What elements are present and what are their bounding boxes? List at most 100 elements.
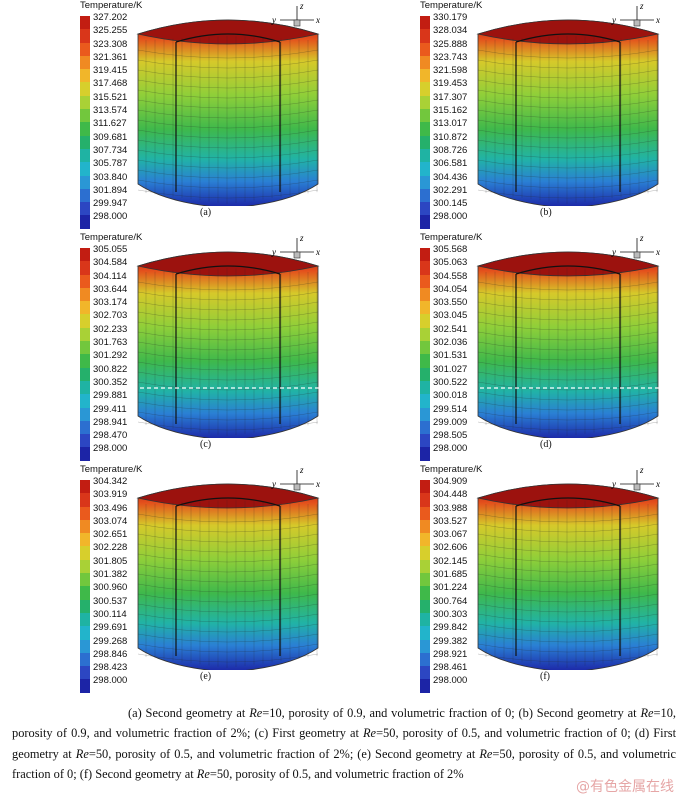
legend-swatch	[80, 188, 90, 203]
axis-z-label: z	[299, 2, 304, 11]
watermark: @有色金属在线	[576, 779, 674, 795]
legend-value: 311.627	[93, 118, 127, 130]
legend-swatch	[420, 327, 430, 342]
legend-swatch	[80, 586, 90, 600]
legend-swatch	[80, 82, 90, 96]
axes-triad-icon: z x y	[271, 2, 320, 27]
legend-swatch	[80, 407, 90, 421]
legend-swatch	[420, 215, 430, 229]
inner-cylinder-edge	[515, 506, 621, 656]
inner-cylinder-edge	[175, 506, 281, 656]
legend-swatch	[420, 367, 430, 381]
legend-swatch	[420, 480, 430, 494]
legend-swatch	[420, 135, 430, 149]
legend-value: 298.423	[93, 662, 128, 674]
legend-swatch	[420, 287, 430, 302]
mesh-lines	[477, 500, 659, 668]
legend-value: 302.228	[93, 542, 128, 554]
legend-swatch	[420, 434, 430, 448]
legend-swatch	[420, 652, 430, 667]
legend-swatch	[80, 162, 90, 176]
legend-swatch	[80, 420, 90, 435]
legend-swatch	[80, 215, 90, 229]
legend-swatch	[80, 612, 90, 627]
legend-value: 305.063	[433, 257, 468, 269]
legend-value: 299.881	[93, 390, 128, 402]
legend-value: 303.045	[433, 310, 468, 322]
legend-swatch	[80, 546, 90, 560]
legend-title: Temperature/K	[80, 232, 143, 243]
legend-swatch	[420, 202, 430, 216]
inner-cylinder-top	[175, 497, 281, 507]
legend-swatch	[420, 42, 430, 56]
legend-value: 304.342	[93, 476, 128, 487]
legend-swatch	[420, 148, 430, 163]
axes-triad-icon: z x y	[271, 234, 320, 259]
legend-value: 313.017	[433, 118, 468, 130]
temperature-contour-model	[476, 251, 664, 438]
legend-value: 305.055	[93, 244, 128, 255]
legend-value: 303.919	[93, 489, 128, 501]
panel-label: (e)	[200, 671, 212, 682]
legend-swatch	[80, 202, 90, 216]
legend-swatch	[420, 55, 430, 70]
mesh-lines	[137, 268, 319, 436]
axis-x-label: x	[315, 15, 320, 25]
figure-caption: (a) Second geometry at Re=10, porosity o…	[12, 703, 676, 785]
legend-colorbar	[420, 248, 430, 461]
caption-italic: Re	[249, 706, 263, 720]
legend-value: 303.496	[93, 502, 128, 514]
legend-swatch	[420, 519, 430, 534]
legend-swatch	[80, 148, 90, 163]
legend-swatch	[80, 95, 90, 110]
legend-swatch	[80, 274, 90, 288]
caption-italic: Re	[640, 706, 654, 720]
legend-value: 299.514	[433, 403, 468, 415]
legend-value: 299.411	[93, 403, 127, 415]
panel-label: (f)	[540, 671, 550, 682]
legend-swatch	[420, 394, 430, 408]
legend-swatch	[420, 639, 430, 653]
legend-swatch	[80, 519, 90, 534]
legend-value: 323.308	[93, 38, 128, 50]
figure-panel-f: Temperature/K 304.909 304.448 303.988 303.52…	[340, 464, 680, 694]
axis-y-label: y	[611, 247, 616, 257]
legend-value: 298.000	[433, 211, 468, 223]
inner-cylinder-edge	[175, 42, 281, 192]
legend-labels: 330.179 328.034 325.888 323.743 321.598 319.4…	[433, 11, 467, 224]
axis-y-label: y	[611, 15, 616, 25]
legend-value: 301.531	[433, 350, 468, 362]
legend-swatch	[420, 533, 430, 547]
legend-swatch	[420, 559, 430, 574]
legend-swatch	[80, 29, 90, 43]
caption-text: (a) Second geometry at	[128, 706, 250, 720]
legend-swatch	[420, 301, 430, 315]
legend-value: 299.947	[93, 198, 128, 210]
legend-swatch	[420, 162, 430, 176]
legend-value: 301.224	[433, 582, 468, 594]
legend-swatch	[80, 394, 90, 408]
legend-swatch	[420, 29, 430, 43]
legend-swatch	[420, 109, 430, 123]
legend-swatch	[420, 612, 430, 627]
inner-cylinder-edge	[515, 42, 621, 192]
legend-value: 301.894	[93, 184, 128, 196]
legend-value: 319.453	[433, 78, 468, 90]
legend-value: 298.000	[93, 211, 128, 223]
legend-swatch	[80, 55, 90, 70]
legend-value: 302.291	[433, 184, 468, 196]
legend-swatch	[80, 434, 90, 448]
legend-swatch	[80, 533, 90, 547]
legend-value: 299.009	[433, 416, 468, 428]
legend-swatch	[420, 380, 430, 395]
caption-italic: Re	[479, 746, 493, 761]
legend-value: 301.382	[93, 569, 128, 581]
axes-triad-icon: z x y	[271, 466, 320, 491]
legend-value: 300.145	[433, 198, 468, 210]
legend-value: 298.000	[93, 675, 128, 687]
legend-swatch	[420, 420, 430, 435]
legend-value: 304.584	[93, 257, 128, 269]
legend-swatch	[80, 493, 90, 507]
legend-swatch	[80, 341, 90, 355]
legend-swatch	[80, 109, 90, 123]
